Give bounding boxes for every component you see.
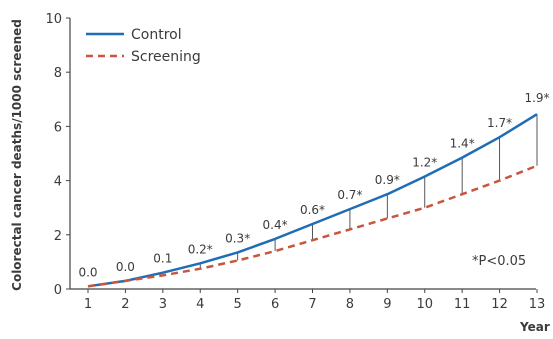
difference-connectors — [199, 114, 538, 269]
x-tick-label-7: 7 — [308, 297, 316, 312]
difference-label-year-9: 0.9* — [375, 173, 400, 187]
series-lines — [87, 113, 538, 288]
difference-label-year-10: 1.2* — [412, 156, 437, 170]
difference-label-year-2: 0.0 — [116, 260, 135, 274]
x-tick-label-2: 2 — [121, 297, 129, 312]
x-tick-label-1: 1 — [84, 297, 92, 312]
y-axis-title: Colorectal cancer deaths/1000 screened — [10, 19, 24, 291]
legend: Control Screening — [86, 27, 201, 65]
legend-label-screening: Screening — [131, 49, 201, 65]
x-tick-label-5: 5 — [234, 297, 242, 312]
x-axis-title: Year — [519, 320, 550, 334]
difference-label-year-5: 0.3* — [225, 231, 250, 245]
y-tick-label-10: 10 — [45, 12, 62, 27]
y-tick-label-8: 8 — [54, 66, 62, 81]
y-tick-label-6: 6 — [54, 120, 62, 135]
x-ticks: 1 2 3 4 5 6 7 8 9 10 11 12 13 — [84, 289, 545, 312]
y-tick-label-4: 4 — [54, 175, 62, 190]
difference-label-year-7: 0.6* — [300, 203, 325, 217]
x-tick-label-12: 12 — [491, 297, 508, 312]
difference-label-year-1: 0.0 — [78, 265, 97, 279]
difference-label-year-8: 0.7* — [337, 188, 362, 202]
x-tick-label-11: 11 — [454, 297, 471, 312]
difference-label-year-11: 1.4* — [450, 137, 475, 151]
x-tick-label-9: 9 — [383, 297, 391, 312]
y-tick-label-2: 2 — [54, 229, 62, 244]
x-tick-label-10: 10 — [416, 297, 433, 312]
y-tick-label-0: 0 — [54, 283, 62, 298]
x-tick-label-13: 13 — [529, 297, 546, 312]
x-tick-label-4: 4 — [196, 297, 204, 312]
difference-label-year-4: 0.2* — [188, 242, 213, 256]
difference-label-year-3: 0.1 — [153, 252, 172, 266]
series-line-control — [87, 113, 538, 288]
x-tick-label-3: 3 — [159, 297, 167, 312]
x-tick-label-8: 8 — [346, 297, 354, 312]
difference-label-year-12: 1.7* — [487, 116, 512, 130]
significance-note: *P<0.05 — [472, 254, 526, 269]
legend-label-control: Control — [131, 27, 182, 43]
x-tick-label-6: 6 — [271, 297, 279, 312]
series-line-screening — [87, 164, 538, 288]
difference-label-year-6: 0.4* — [263, 218, 288, 232]
difference-label-year-13: 1.9* — [524, 91, 549, 105]
difference-labels: 0.0 0.0 0.1 0.2* 0.3* 0.4* 0.6* 0.7* 0.9* 1.2* 1.4… — [78, 91, 549, 279]
y-ticks: 0 2 4 6 8 10 — [45, 12, 70, 298]
